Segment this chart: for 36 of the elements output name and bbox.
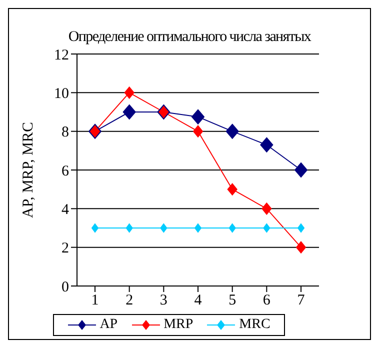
y-tick-label: 10 [54, 86, 69, 102]
point [160, 224, 168, 232]
point [262, 202, 272, 215]
point [92, 224, 98, 232]
x-tick-label: 7 [297, 292, 306, 309]
x-tick-label: 6 [262, 292, 271, 309]
x-tick-label: 5 [228, 292, 236, 309]
legend-label: AP [98, 317, 118, 333]
point [227, 183, 238, 196]
point [194, 224, 202, 232]
legend-label: MRP [162, 317, 194, 333]
y-tick-label: 12 [54, 47, 69, 64]
y-tick-label: 6 [62, 163, 70, 180]
y-tick-label: 0 [62, 279, 69, 296]
point [192, 109, 204, 124]
point [260, 137, 274, 152]
y-tick-label: 8 [62, 124, 69, 141]
x-tick-label: 4 [194, 292, 202, 309]
y-tick-label: 4 [62, 202, 70, 218]
point [294, 162, 308, 178]
y-tick-label: 2 [62, 240, 69, 257]
point [263, 224, 270, 232]
point [296, 241, 306, 254]
legend-label: MRC [238, 317, 270, 333]
point [193, 125, 203, 138]
point [298, 224, 304, 232]
point [126, 224, 133, 232]
point [124, 86, 134, 99]
chart-title: Определение оптимального числа занятых [67, 29, 312, 46]
point [122, 104, 136, 120]
x-tick-label: 2 [126, 292, 134, 309]
point [228, 224, 236, 232]
x-tick-label: 1 [91, 292, 99, 309]
y-axis-title: AP, MRP, MRC [20, 122, 36, 218]
point [226, 124, 239, 139]
x-tick-label: 3 [160, 292, 168, 309]
